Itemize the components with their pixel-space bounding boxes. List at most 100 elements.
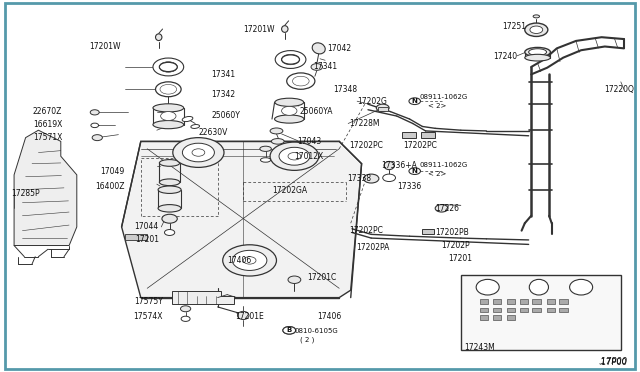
Circle shape [243,257,256,264]
Bar [421,132,435,138]
Text: < 2>: < 2> [428,103,446,109]
Text: 17202P: 17202P [442,241,470,250]
Text: < 2>: < 2> [428,171,446,177]
Text: 16619X: 16619X [33,120,62,129]
Text: N: N [412,98,418,104]
Circle shape [156,82,181,97]
Text: 17202PB: 17202PB [435,228,469,237]
Text: 17042: 17042 [328,44,352,53]
Ellipse shape [158,205,181,212]
Text: 17336+A: 17336+A [381,161,417,170]
Bar [461,275,621,350]
Ellipse shape [384,161,394,170]
Text: 17201E: 17201E [236,312,264,321]
Text: 17226: 17226 [435,204,460,213]
Bar [547,299,555,304]
Circle shape [159,62,177,72]
Circle shape [288,153,301,160]
Circle shape [288,276,301,283]
Circle shape [90,110,99,115]
Text: 25060YA: 25060YA [300,107,333,116]
Circle shape [409,168,420,174]
Ellipse shape [533,15,540,18]
Circle shape [91,123,99,128]
Bar [493,299,501,304]
Bar [378,107,388,111]
Circle shape [92,135,102,141]
Circle shape [180,306,191,312]
Text: 22630V: 22630V [198,128,228,137]
Circle shape [160,84,177,94]
Bar [493,308,501,312]
Bar [532,299,541,304]
Ellipse shape [311,64,323,70]
Text: 08911-1062G: 08911-1062G [419,162,467,168]
Circle shape [287,73,315,89]
Text: 17406: 17406 [317,312,341,321]
Bar [559,308,568,312]
Text: 17202PC: 17202PC [349,226,383,235]
Circle shape [383,174,396,182]
Ellipse shape [525,48,550,57]
Ellipse shape [159,62,177,71]
Bar [480,299,488,304]
Text: 17342: 17342 [211,90,236,99]
Circle shape [153,58,184,76]
Ellipse shape [312,43,325,54]
Circle shape [182,143,214,162]
Bar [520,308,528,312]
Text: 17201: 17201 [135,235,159,244]
Circle shape [164,230,175,235]
Ellipse shape [159,179,180,186]
Text: 17202GA: 17202GA [272,186,307,195]
Ellipse shape [271,139,284,144]
Circle shape [275,51,306,68]
Polygon shape [172,291,234,304]
Text: 17285P: 17285P [12,189,40,198]
Text: 25060Y: 25060Y [211,111,240,120]
Circle shape [282,54,300,65]
Text: 17220Q: 17220Q [604,85,634,94]
Ellipse shape [237,311,249,320]
Circle shape [364,174,379,183]
Circle shape [232,250,267,270]
Ellipse shape [282,26,288,32]
Circle shape [435,205,448,212]
Ellipse shape [153,121,184,129]
Circle shape [376,104,389,112]
Circle shape [409,98,420,105]
Bar [507,308,515,312]
Text: 17202PC: 17202PC [349,141,383,150]
Ellipse shape [270,128,283,134]
Ellipse shape [260,158,271,162]
Text: 17348: 17348 [333,85,357,94]
Ellipse shape [158,186,181,193]
Ellipse shape [570,279,593,295]
Circle shape [223,245,276,276]
Text: 17341: 17341 [211,70,236,79]
Polygon shape [122,141,362,298]
Ellipse shape [159,160,180,166]
Text: 17575Y: 17575Y [134,297,163,306]
Circle shape [181,316,190,321]
Text: 17571X: 17571X [33,133,62,142]
Text: 17012X: 17012X [294,153,324,161]
Circle shape [192,149,205,156]
Text: 17049: 17049 [100,167,125,176]
Text: 17240: 17240 [493,52,517,61]
Text: B: B [287,327,292,333]
Bar [422,229,434,234]
Bar [507,315,515,320]
Ellipse shape [156,34,162,41]
Ellipse shape [525,54,550,61]
Text: 17201W: 17201W [89,42,120,51]
Text: 16400Z: 16400Z [95,182,125,190]
Circle shape [162,214,177,223]
Ellipse shape [529,279,548,295]
Circle shape [530,26,543,33]
Bar [520,299,528,304]
Ellipse shape [275,98,304,106]
Text: 17336: 17336 [397,182,421,191]
Text: ( 2 ): ( 2 ) [300,336,314,343]
Bar [493,315,501,320]
